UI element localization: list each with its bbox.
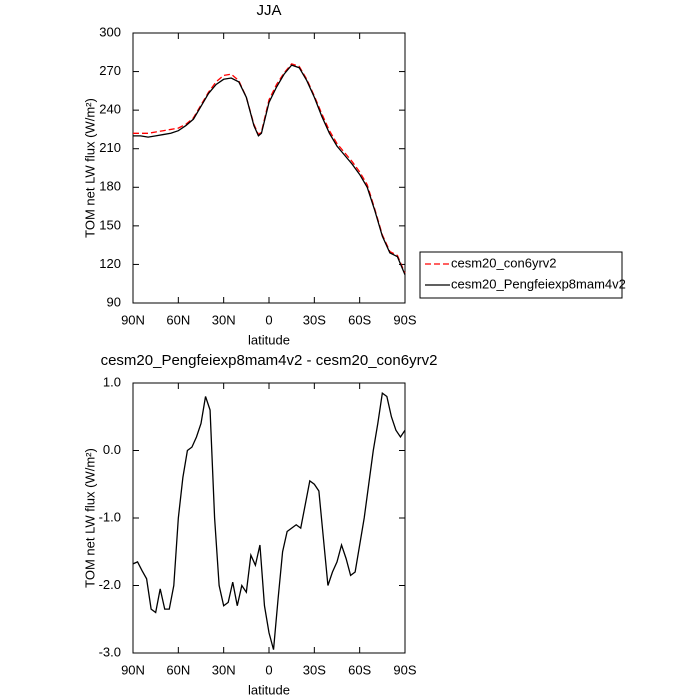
x-tick-label: 90S — [393, 312, 416, 327]
data-line — [133, 63, 406, 274]
y-tick-label: 240 — [99, 102, 121, 117]
x-tick-label: 0 — [265, 662, 272, 677]
x-tick-label: 60S — [348, 662, 371, 677]
y-tick-label: 150 — [99, 217, 121, 232]
x-tick-label: 30N — [212, 662, 236, 677]
x-tick-label: 60S — [348, 312, 371, 327]
x-tick-label: 30S — [303, 662, 326, 677]
x-tick-label: 30N — [212, 312, 236, 327]
data-line — [132, 391, 406, 650]
x-tick-label: 30S — [303, 312, 326, 327]
x-axis-label: latitude — [248, 682, 290, 697]
x-tick-label: 60N — [166, 312, 190, 327]
x-tick-label: 60N — [166, 662, 190, 677]
y-tick-label: 180 — [99, 179, 121, 194]
y-axis-label: TOM net LW flux (W/m²) — [82, 448, 97, 588]
chart-title: JJA — [256, 2, 281, 19]
y-tick-label: 210 — [99, 140, 121, 155]
legend-label: cesm20_con6yrv2 — [451, 255, 557, 270]
y-tick-label: -2.0 — [99, 577, 121, 592]
y-tick-label: 90 — [107, 294, 121, 309]
x-axis-label: latitude — [248, 332, 290, 347]
chart-title: cesm20_Pengfeiexp8mam4v2 - cesm20_con6yr… — [101, 352, 438, 369]
y-tick-label: -3.0 — [99, 644, 121, 659]
y-tick-label: -1.0 — [99, 509, 121, 524]
y-tick-label: 0.0 — [103, 442, 121, 457]
y-tick-label: 120 — [99, 256, 121, 271]
y-axis-label: TOM net LW flux (W/m²) — [82, 98, 97, 238]
data-line — [133, 64, 406, 275]
y-tick-label: 1.0 — [103, 374, 121, 389]
y-tick-label: 300 — [99, 24, 121, 39]
legend-box — [419, 251, 623, 299]
y-tick-label: 270 — [99, 63, 121, 78]
plot-frame — [132, 32, 406, 304]
legend-label: cesm20_Pengfeiexp8mam4v2 — [451, 276, 626, 291]
x-tick-label: 90N — [121, 312, 145, 327]
x-tick-label: 90S — [393, 662, 416, 677]
x-tick-label: 90N — [121, 662, 145, 677]
x-tick-label: 0 — [265, 312, 272, 327]
